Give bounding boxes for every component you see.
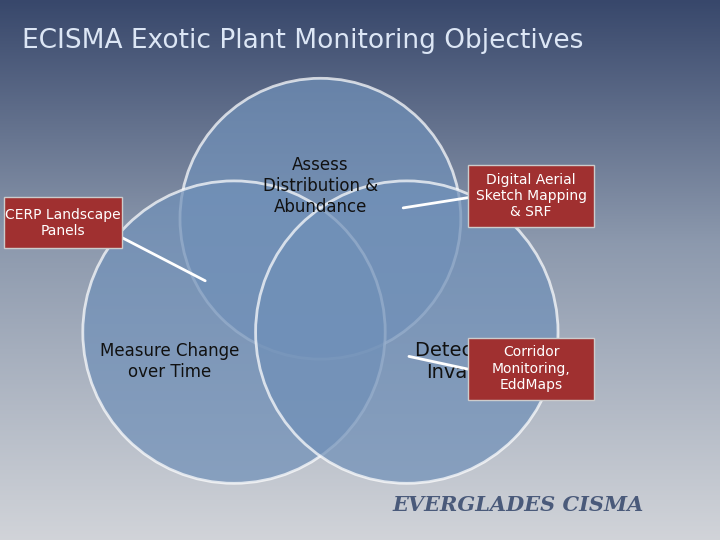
Text: Measure Change
over Time: Measure Change over Time	[99, 342, 239, 381]
Text: Assess
Distribution &
Abundance: Assess Distribution & Abundance	[263, 157, 378, 216]
FancyBboxPatch shape	[468, 165, 594, 227]
Text: Detect New
Invasions: Detect New Invasions	[415, 341, 528, 382]
Text: Digital Aerial
Sketch Mapping
& SRF: Digital Aerial Sketch Mapping & SRF	[475, 173, 587, 219]
Ellipse shape	[83, 181, 385, 483]
FancyBboxPatch shape	[468, 338, 594, 400]
FancyBboxPatch shape	[4, 197, 122, 248]
Ellipse shape	[256, 181, 558, 483]
Text: ECISMA Exotic Plant Monitoring Objectives: ECISMA Exotic Plant Monitoring Objective…	[22, 28, 583, 53]
Text: CERP Landscape
Panels: CERP Landscape Panels	[5, 208, 121, 238]
Ellipse shape	[180, 78, 461, 359]
Text: EVERGLADES CISMA: EVERGLADES CISMA	[392, 495, 644, 515]
Text: Corridor
Monitoring,
EddMaps: Corridor Monitoring, EddMaps	[492, 346, 570, 392]
